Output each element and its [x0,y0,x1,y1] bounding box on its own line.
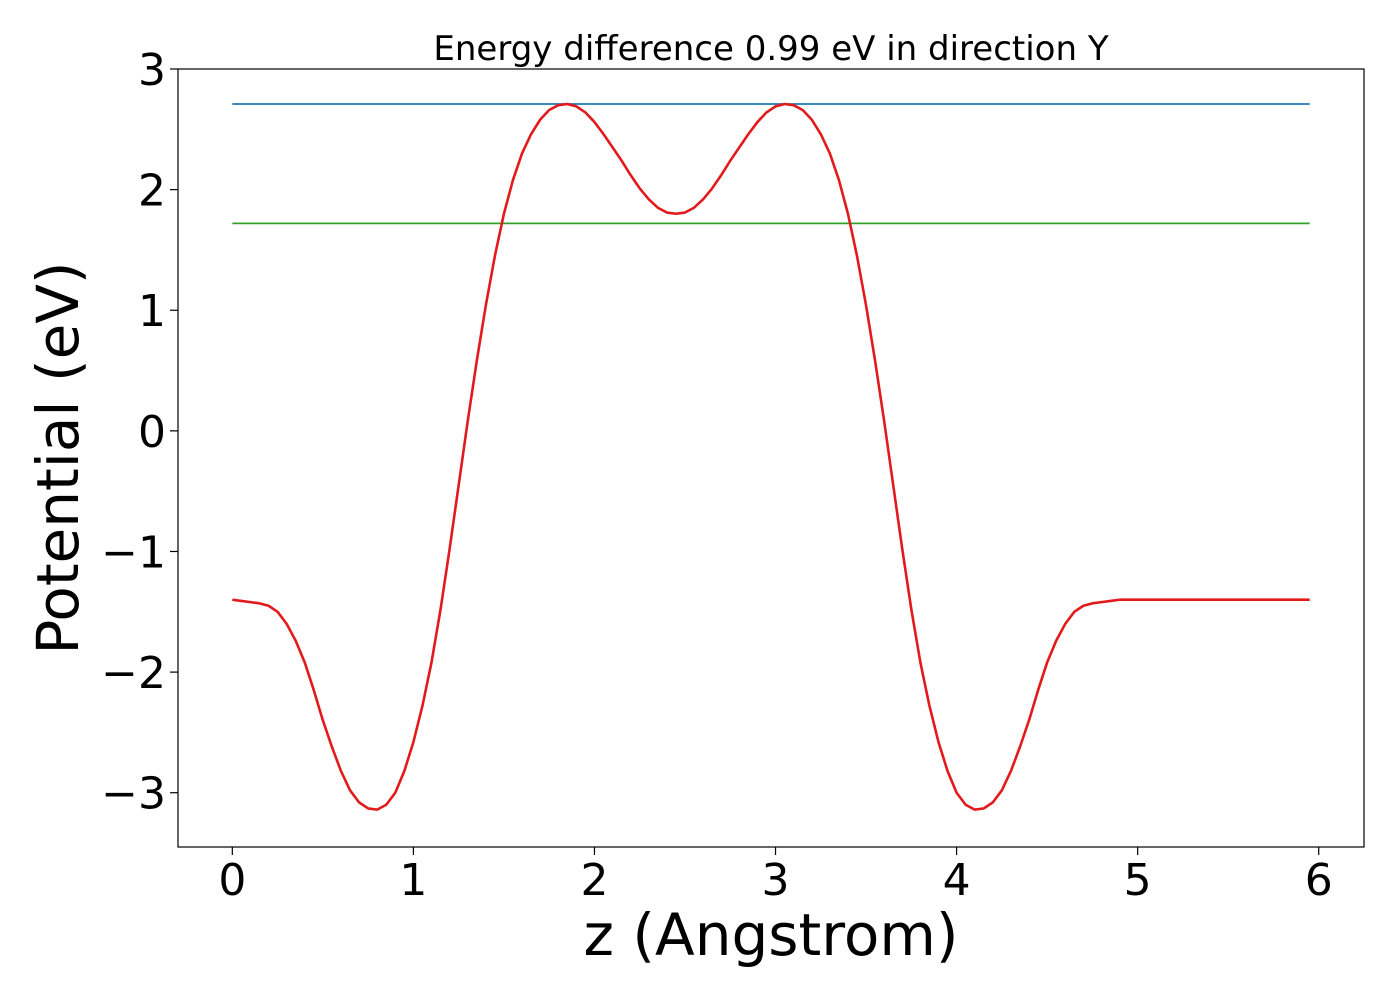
x-tick-label: 2 [580,855,608,906]
x-tick-label: 5 [1124,855,1152,906]
axis-ticks: 0 1 2 3 4 5 6 3 2 1 0 −1 −2 −3 [101,45,1333,906]
x-tick-label: 0 [218,855,246,906]
plot-area [232,102,1310,811]
chart-title: Energy difference 0.99 eV in direction Y [433,29,1108,69]
y-tick-label: −2 [101,648,166,699]
x-axis-label: z (Angstrom) [584,901,959,969]
y-tick-label: 2 [138,166,166,217]
x-tick-label: 3 [762,855,790,906]
y-tick-label: −1 [101,527,166,578]
x-tick-label: 1 [399,855,427,906]
y-tick-label: −3 [101,769,166,820]
y-tick-label: 0 [138,407,166,458]
y-axis-label: Potential (eV) [24,261,92,654]
axes-frame [177,68,1365,848]
y-tick-label: 1 [138,286,166,337]
x-tick-label: 6 [1305,855,1333,906]
y-tick-label: 3 [138,45,166,96]
x-tick-label: 4 [943,855,971,906]
series-line-0 [232,102,1310,811]
